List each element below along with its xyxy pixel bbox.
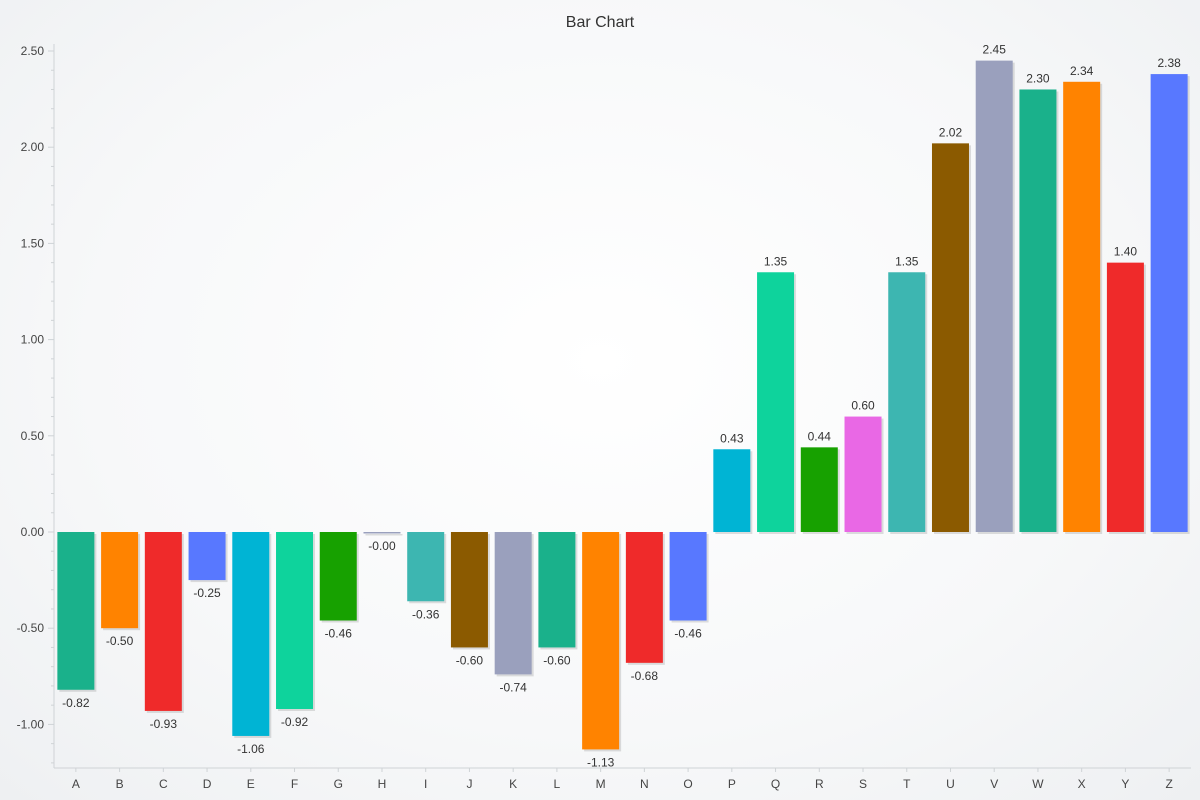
bar-value-label: 2.02 xyxy=(939,125,963,139)
bar-value-label: -0.46 xyxy=(674,627,702,641)
bar-value-label: -0.82 xyxy=(62,696,90,710)
bar-value-label: -0.00 xyxy=(368,539,396,553)
x-tick-label: Y xyxy=(1121,777,1129,791)
bar-value-label: 2.45 xyxy=(983,43,1007,57)
x-tick-label: Z xyxy=(1165,777,1172,791)
y-tick-label: 2.00 xyxy=(21,140,45,154)
y-tick-label: 0.00 xyxy=(21,525,45,539)
x-tick-label: E xyxy=(247,777,255,791)
bar[interactable] xyxy=(844,416,882,532)
bar-value-label: -0.93 xyxy=(150,717,178,731)
bar-value-label: -0.60 xyxy=(543,653,571,667)
x-tick-label: O xyxy=(683,777,692,791)
bar[interactable] xyxy=(1150,74,1188,532)
bar[interactable] xyxy=(144,532,182,711)
x-tick-label: M xyxy=(596,777,606,791)
bar-shadow xyxy=(365,534,403,536)
x-tick-label: R xyxy=(815,777,824,791)
bar[interactable] xyxy=(800,447,838,532)
bar-value-label: 0.60 xyxy=(851,399,875,413)
chart-title: Bar Chart xyxy=(566,14,635,31)
x-tick-label: H xyxy=(378,777,387,791)
bar[interactable] xyxy=(232,532,270,736)
bar[interactable] xyxy=(188,532,226,581)
y-tick-label: 2.50 xyxy=(21,44,45,58)
bar[interactable] xyxy=(931,143,969,533)
x-tick-label: L xyxy=(554,777,561,791)
bar[interactable] xyxy=(407,532,445,602)
x-tick-label: G xyxy=(334,777,343,791)
bar[interactable] xyxy=(757,272,795,532)
bar[interactable] xyxy=(319,532,357,621)
bar[interactable] xyxy=(276,532,314,710)
y-tick-label: -1.00 xyxy=(17,717,45,731)
bar-value-label: 1.40 xyxy=(1114,245,1138,259)
bar[interactable] xyxy=(1106,262,1144,532)
bar-value-label: -0.74 xyxy=(499,680,527,694)
y-tick-label: 1.00 xyxy=(21,333,45,347)
bar-value-label: 2.34 xyxy=(1070,64,1094,78)
bar[interactable] xyxy=(713,449,751,532)
bar-value-label: 0.43 xyxy=(720,431,744,445)
bar[interactable] xyxy=(669,532,707,621)
data-labels: -0.82 -0.50 -0.93 -0.25 -1.06 -0.92 -0.46 -0.00… xyxy=(62,43,1181,770)
bar-value-label: -0.36 xyxy=(412,607,440,621)
y-axis: -1.00 -0.50 0.00 0.50 1.00 1.50 2.00 2.50 xyxy=(17,44,55,768)
bar[interactable] xyxy=(888,272,926,532)
bar[interactable] xyxy=(494,532,532,675)
x-axis: A B C D E F G H I J K L M N O P Q R S T U V W X Y Z xyxy=(54,767,1191,791)
bar-value-label: 0.44 xyxy=(808,429,832,443)
x-tick-label: N xyxy=(640,777,649,791)
x-tick-label: I xyxy=(424,777,427,791)
bar-value-label: 1.35 xyxy=(895,254,919,268)
bar[interactable] xyxy=(1019,89,1057,532)
x-tick-label: U xyxy=(946,777,955,791)
bar-value-label: 1.35 xyxy=(764,254,788,268)
bar-value-label: -0.46 xyxy=(325,627,353,641)
bar-value-label: -0.25 xyxy=(193,586,221,600)
bar[interactable] xyxy=(363,532,401,534)
bar[interactable] xyxy=(625,532,663,663)
x-tick-label: C xyxy=(159,777,168,791)
x-tick-label: X xyxy=(1078,777,1086,791)
x-tick-label: D xyxy=(203,777,212,791)
bar-value-label: 2.30 xyxy=(1026,71,1050,85)
x-tick-label: A xyxy=(72,777,80,791)
bar-value-label: -0.50 xyxy=(106,634,134,648)
bar[interactable] xyxy=(450,532,488,648)
bar[interactable] xyxy=(538,532,576,648)
bar-value-label: -0.60 xyxy=(456,653,484,667)
bar[interactable] xyxy=(57,532,95,690)
bar-value-label: -1.13 xyxy=(587,755,615,769)
bar-value-label: -1.06 xyxy=(237,742,265,756)
x-tick-label: Q xyxy=(771,777,780,791)
x-tick-label: B xyxy=(116,777,124,791)
bar-value-label: 2.38 xyxy=(1157,56,1181,70)
x-tick-label: V xyxy=(990,777,998,791)
x-tick-label: K xyxy=(509,777,517,791)
y-tick-label: -0.50 xyxy=(17,621,45,635)
x-tick-label: F xyxy=(291,777,298,791)
bars xyxy=(57,60,1190,752)
bar-value-label: -0.92 xyxy=(281,715,309,729)
bar[interactable] xyxy=(975,60,1013,533)
bar[interactable] xyxy=(582,532,620,750)
x-tick-label: J xyxy=(466,777,472,791)
x-tick-label: T xyxy=(903,777,911,791)
y-tick-label: 1.50 xyxy=(21,236,45,250)
x-tick-label: S xyxy=(859,777,867,791)
bar[interactable] xyxy=(101,532,139,629)
x-tick-label: P xyxy=(728,777,736,791)
bar-value-label: -0.68 xyxy=(631,669,659,683)
y-tick-label: 0.50 xyxy=(21,429,45,443)
x-tick-label: W xyxy=(1032,777,1044,791)
bar[interactable] xyxy=(1063,81,1101,532)
